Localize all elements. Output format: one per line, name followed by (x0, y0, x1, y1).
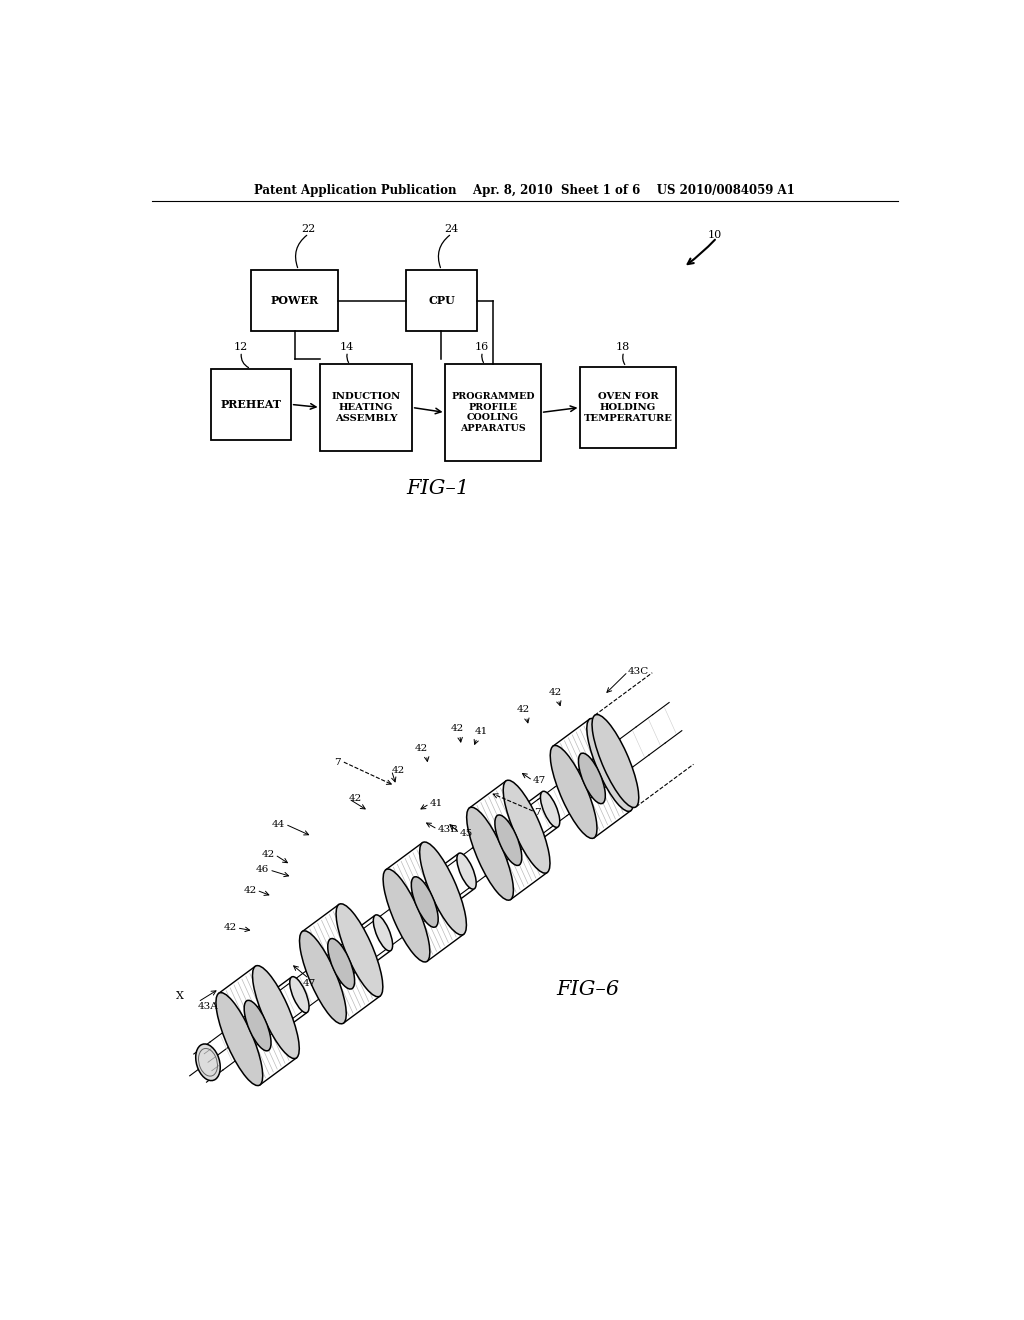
Bar (321, 364, 412, 450)
Text: 42: 42 (415, 744, 428, 752)
Text: FIG–6: FIG–6 (557, 979, 620, 999)
Bar (251, 271, 338, 331)
Ellipse shape (550, 746, 597, 838)
Ellipse shape (457, 853, 476, 890)
Text: 18: 18 (616, 342, 631, 351)
Text: PREHEAT: PREHEAT (220, 399, 282, 411)
Text: 7: 7 (334, 758, 341, 767)
Text: 42: 42 (451, 723, 464, 733)
Text: 41: 41 (475, 727, 488, 735)
Ellipse shape (579, 754, 605, 804)
Text: 42: 42 (391, 766, 404, 775)
Ellipse shape (467, 808, 513, 900)
Ellipse shape (253, 966, 299, 1059)
Ellipse shape (592, 714, 639, 808)
Text: INDUCTION
HEATING
ASSEMBLY: INDUCTION HEATING ASSEMBLY (332, 392, 400, 422)
Text: 45: 45 (460, 829, 473, 838)
Ellipse shape (336, 904, 383, 997)
Ellipse shape (374, 915, 392, 950)
Ellipse shape (412, 876, 438, 927)
Text: PROGRAMMED
PROFILE
COOLING
APPARATUS: PROGRAMMED PROFILE COOLING APPARATUS (452, 392, 535, 433)
Text: 47: 47 (532, 776, 546, 785)
Text: Patent Application Publication    Apr. 8, 2010  Sheet 1 of 6    US 2010/0084059 : Patent Application Publication Apr. 8, 2… (254, 183, 796, 197)
Ellipse shape (383, 869, 430, 962)
Ellipse shape (290, 977, 309, 1012)
Text: 42: 42 (223, 923, 237, 932)
Text: 44: 44 (272, 820, 285, 829)
Ellipse shape (216, 993, 263, 1085)
Text: 22: 22 (301, 223, 315, 234)
Ellipse shape (541, 791, 560, 828)
Text: 43A: 43A (198, 1002, 218, 1011)
Text: 7: 7 (535, 808, 541, 817)
Ellipse shape (299, 931, 346, 1024)
Text: 43C: 43C (628, 667, 649, 676)
Text: 47: 47 (302, 978, 315, 987)
Text: 42: 42 (244, 886, 257, 895)
Text: 42: 42 (516, 705, 529, 714)
Text: OVEN FOR
HOLDING
TEMPERATURE: OVEN FOR HOLDING TEMPERATURE (584, 392, 673, 422)
Text: 42: 42 (548, 688, 561, 697)
Ellipse shape (328, 939, 354, 989)
Ellipse shape (196, 1044, 220, 1081)
Text: 10: 10 (708, 230, 722, 240)
Bar (406, 271, 477, 331)
Text: 12: 12 (233, 342, 248, 351)
Ellipse shape (420, 842, 466, 935)
Text: FIG–1: FIG–1 (406, 479, 469, 498)
Text: CPU: CPU (428, 296, 455, 306)
Bar (581, 367, 676, 447)
Bar (445, 364, 541, 461)
Ellipse shape (244, 1001, 271, 1051)
Bar (211, 368, 291, 440)
Ellipse shape (495, 814, 522, 866)
Text: 41: 41 (430, 800, 442, 808)
Text: 24: 24 (443, 223, 458, 234)
Text: POWER: POWER (270, 296, 318, 306)
Text: 14: 14 (340, 342, 354, 351)
Text: 16: 16 (475, 342, 489, 351)
Ellipse shape (503, 780, 550, 873)
Text: 46: 46 (256, 866, 269, 874)
Text: 42: 42 (261, 850, 274, 859)
Ellipse shape (587, 718, 634, 812)
Text: X: X (176, 991, 183, 1001)
Text: 42: 42 (348, 795, 361, 804)
Text: 43B: 43B (437, 825, 459, 834)
